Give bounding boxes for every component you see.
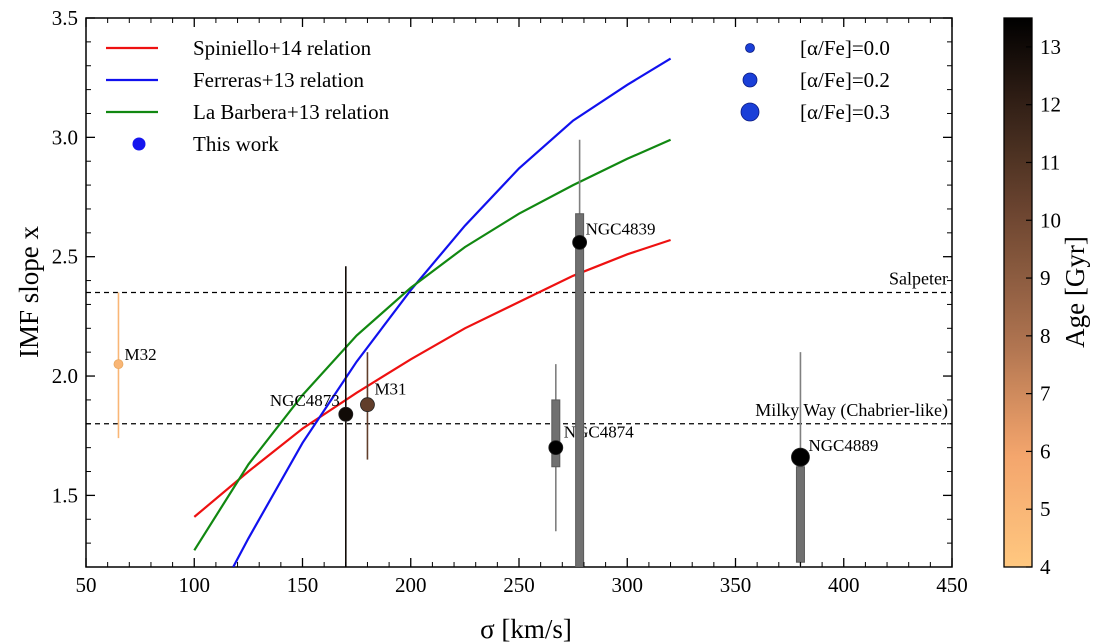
- colorbar-gradient: [1003, 17, 1033, 568]
- galaxy-label: NGC4874: [564, 423, 634, 442]
- legend-alpha-swatch: [742, 72, 758, 88]
- colorbar-tick-label: 10: [1040, 208, 1061, 232]
- x-tick-label: 400: [828, 573, 860, 597]
- y-tick-label: 3.0: [52, 125, 78, 149]
- galaxy-label: NGC4873: [270, 391, 340, 410]
- galaxy-points: M32 NGC4873 M31 NGC4874 NGC4839 NGC4889: [113, 139, 878, 567]
- legend-label: Ferreras+13 relation: [193, 68, 365, 92]
- galaxy-label: NGC4839: [586, 219, 656, 238]
- x-tick-label: 200: [395, 573, 427, 597]
- y-tick-label: 1.5: [52, 483, 78, 507]
- x-tick-label: 450: [936, 573, 968, 597]
- legend-alpha-swatch: [745, 43, 755, 53]
- galaxy-label: NGC4889: [808, 436, 878, 455]
- x-tick-label: 50: [76, 573, 97, 597]
- galaxy-label: M32: [124, 345, 156, 364]
- data-point: [338, 406, 354, 422]
- reference-line-label: Milky Way (Chabrier-like): [755, 400, 948, 421]
- relation-curve: [193, 138, 672, 551]
- y-tick-label: 3.5: [52, 6, 78, 30]
- relation-curves: [193, 57, 672, 567]
- galaxy-ngc4839: [572, 139, 588, 567]
- reference-line-label: Salpeter: [889, 269, 948, 289]
- error-box: [551, 399, 561, 468]
- y-axis-label: IMF slope x: [14, 226, 44, 359]
- data-point: [572, 234, 588, 250]
- colorbar-tick-label: 9: [1040, 266, 1051, 290]
- colorbar-tick-label: 13: [1040, 35, 1061, 59]
- colorbar-tick-label: 4: [1040, 555, 1051, 579]
- data-point: [548, 440, 564, 456]
- legend-alpha-label: [α/Fe]=0.2: [800, 68, 890, 92]
- data-point: [113, 359, 124, 370]
- error-box: [575, 213, 585, 567]
- x-tick-label: 150: [287, 573, 319, 597]
- x-tick-label: 300: [612, 573, 644, 597]
- legend-label: This work: [193, 132, 279, 156]
- data-point: [791, 447, 810, 467]
- y-tick-label: 2.5: [52, 245, 78, 269]
- legend: Spiniello+14 relation Ferreras+13 relatio…: [106, 36, 890, 156]
- y-tick-label: 2.0: [52, 364, 78, 388]
- legend-label: Spiniello+14 relation: [193, 36, 372, 60]
- x-tick-label: 350: [720, 573, 752, 597]
- relation-curve: [232, 57, 672, 567]
- galaxy-ngc4873: [338, 266, 354, 567]
- galaxy-ngc4889: [791, 352, 810, 567]
- x-tick-label: 250: [503, 573, 535, 597]
- legend-alpha-label: [α/Fe]=0.0: [800, 36, 890, 60]
- x-tick-label: 100: [179, 573, 211, 597]
- colorbar-tick-label: 5: [1040, 497, 1051, 521]
- legend-label: La Barbera+13 relation: [193, 100, 390, 124]
- legend-alpha-swatch: [740, 102, 760, 122]
- colorbar-tick-label: 8: [1040, 324, 1051, 348]
- relation-curve: [193, 238, 671, 518]
- legend-alpha-label: [α/Fe]=0.3: [800, 100, 890, 124]
- colorbar-tick-label: 11: [1040, 150, 1060, 174]
- colorbar-tick-label: 12: [1040, 93, 1061, 117]
- colorbar-tick-label: 6: [1040, 439, 1051, 463]
- error-box: [795, 466, 805, 563]
- galaxy-label: M31: [374, 380, 406, 399]
- axis-ticks: 50 100 150 200 250 300 350 400 450 1.5 2.0 2.5 3.0 3.…: [52, 6, 968, 597]
- colorbar-tick-label: 7: [1040, 382, 1051, 406]
- legend-point-swatch: [132, 137, 146, 151]
- galaxy-m31: [360, 352, 375, 460]
- galaxy-ngc4874: [548, 364, 564, 532]
- data-point: [360, 397, 375, 413]
- reference-lines: Salpeter Milky Way (Chabrier-like): [86, 269, 952, 425]
- galaxy-m32: [113, 292, 124, 439]
- colorbar: 4 5 6 7 8 9 10 11 12 13: [1003, 17, 1061, 579]
- colorbar-label: Age [Gyr]: [1060, 236, 1090, 348]
- x-axis-label: σ [km/s]: [480, 614, 572, 644]
